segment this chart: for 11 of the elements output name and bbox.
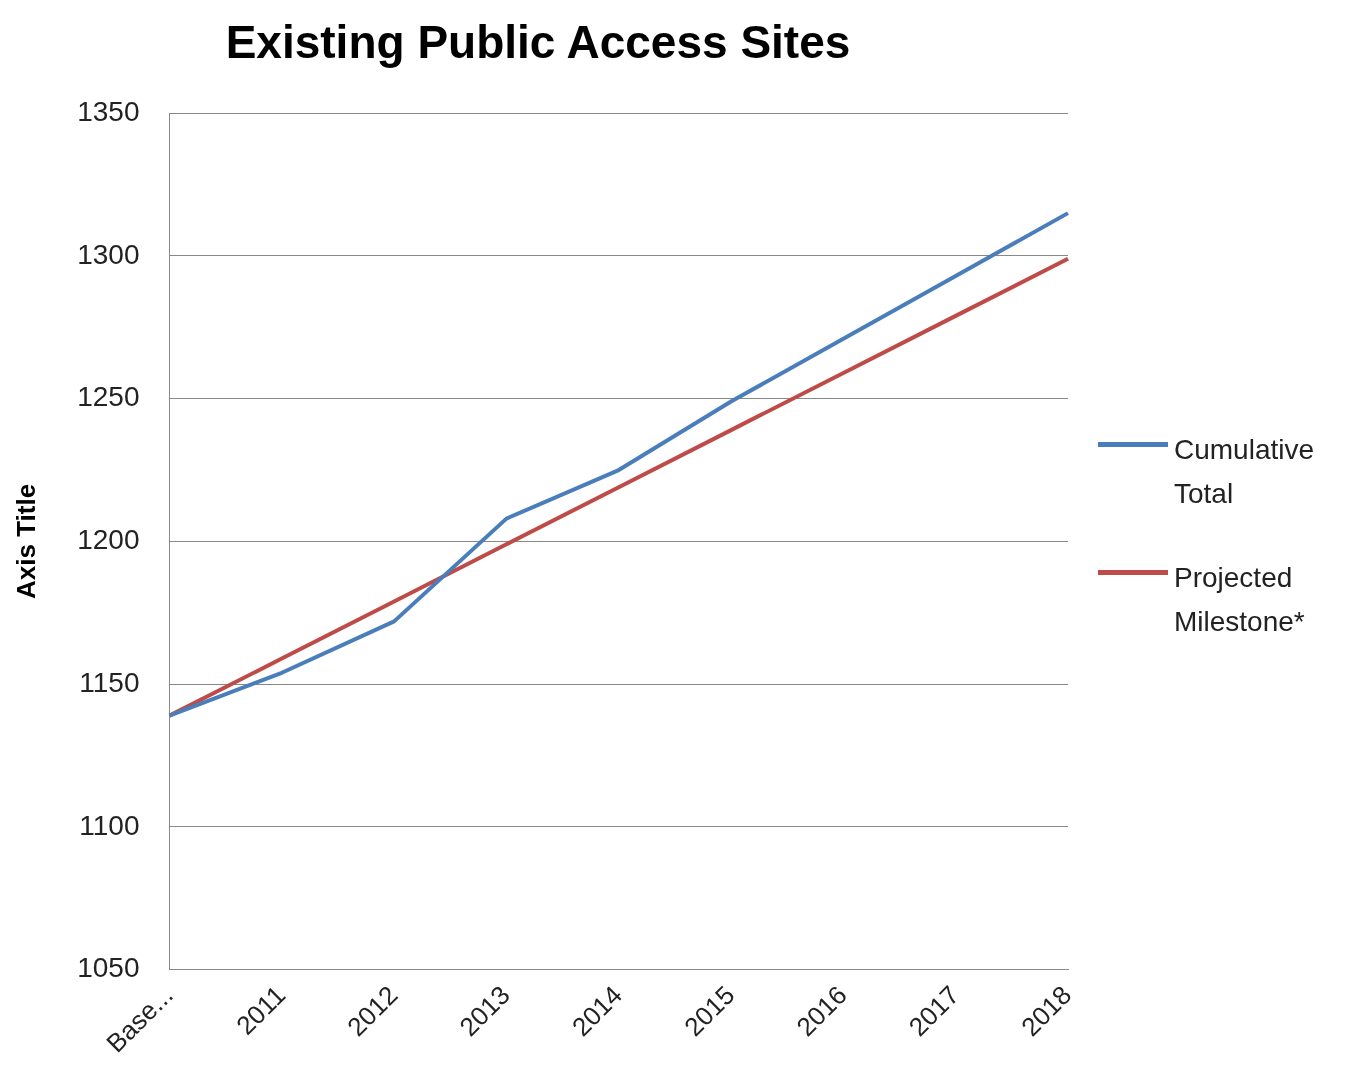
- y-tick-label: 1150: [79, 666, 140, 698]
- y-tick-label: 1250: [77, 381, 140, 413]
- y-tick-label: 1350: [77, 95, 140, 127]
- chart-title: Existing Public Access Sites: [225, 16, 851, 69]
- legend-label: Cumulative Total: [1174, 432, 1316, 511]
- y-tick-label: 1100: [79, 809, 140, 841]
- y-tick-label: 1300: [77, 238, 140, 270]
- y-tick-label: 1050: [77, 952, 140, 984]
- y-tick-label: 1200: [77, 524, 140, 556]
- y-axis-title: Axis Title: [10, 483, 41, 600]
- legend-label: Projected Milestone*: [1174, 560, 1306, 639]
